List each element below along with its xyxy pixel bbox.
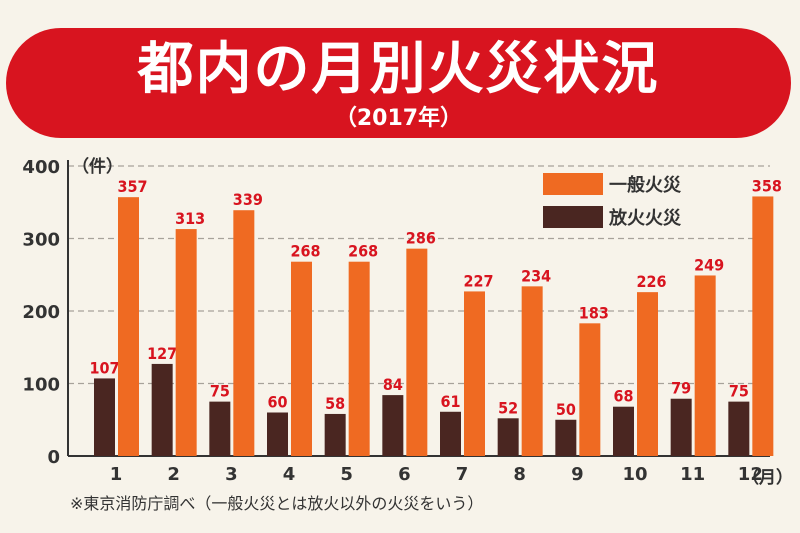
bar-arson (555, 419, 577, 456)
data-label-general: 227 (463, 271, 493, 290)
bar-general (118, 197, 139, 457)
data-label-general: 357 (117, 177, 147, 196)
x-tick-label: 4 (283, 464, 296, 485)
data-label-arson: 52 (498, 398, 518, 417)
data-label-arson: 127 (147, 344, 177, 363)
x-tick-label: 1 (110, 464, 123, 485)
bar-arson (613, 406, 634, 456)
data-label-arson: 75 (210, 382, 230, 401)
chart-subtitle: （2017年） (334, 106, 463, 131)
legend-label-general: 一般火災 (609, 174, 682, 196)
bar-general (464, 291, 485, 456)
bar-general (521, 286, 543, 456)
footnote: ※東京消防庁調べ（一般火災とは放火以外の火災をいう） (70, 494, 484, 513)
y-tick-label: 100 (22, 375, 60, 396)
chart-title: 都内の月別火災状況 (137, 37, 660, 102)
bar-arson (382, 395, 404, 456)
bar-general (348, 261, 370, 456)
bar-arson (324, 413, 346, 456)
data-label-general: 268 (348, 242, 378, 261)
bar-general (291, 261, 312, 456)
data-label-general: 234 (521, 266, 551, 285)
data-label-arson: 84 (383, 375, 403, 394)
y-axis-label: （件） (72, 156, 123, 177)
legend-swatch-general (543, 173, 603, 195)
y-tick-label: 0 (47, 447, 60, 468)
y-tick-label: 400 (22, 157, 60, 178)
data-label-arson: 61 (440, 392, 460, 411)
x-axis-label: （月） (742, 467, 793, 488)
bar-arson (94, 378, 115, 456)
bar-arson (151, 363, 173, 456)
bar-general (175, 229, 197, 456)
data-label-general: 183 (579, 303, 609, 322)
data-label-general: 286 (406, 229, 436, 248)
x-tick-label: 8 (513, 464, 526, 485)
data-label-arson: 79 (671, 379, 691, 398)
title-banner: 都内の月別火災状況 （2017年） (6, 28, 791, 138)
data-label-arson: 50 (556, 400, 576, 419)
data-label-general: 358 (752, 176, 782, 195)
data-label-general: 313 (175, 209, 205, 228)
x-tick-label: 3 (225, 464, 238, 485)
data-label-general: 226 (636, 272, 666, 291)
bar-arson (497, 418, 519, 456)
x-tick-label: 5 (340, 464, 353, 485)
data-label-general: 249 (694, 255, 724, 274)
data-label-arson: 107 (89, 358, 119, 377)
data-label-arson: 58 (325, 394, 345, 413)
data-label-arson: 75 (729, 382, 749, 401)
data-label-arson: 60 (267, 393, 287, 412)
x-tick-label: 12 (738, 464, 763, 485)
bar-arson (267, 412, 288, 456)
bar-general (406, 248, 428, 456)
legend-label-arson: 放火火災 (608, 207, 682, 229)
bar-general (233, 210, 255, 456)
x-tick-label: 6 (398, 464, 411, 485)
data-label-arson: 68 (613, 387, 633, 406)
x-tick-label: 7 (456, 464, 469, 485)
bar-general (694, 275, 716, 456)
data-label-general: 268 (290, 242, 320, 261)
bar-arson (670, 398, 692, 456)
bar-arson (209, 401, 231, 456)
bar-general (579, 323, 601, 456)
x-tick-label: 2 (167, 464, 180, 485)
bar-general (752, 196, 774, 456)
x-tick-label: 11 (680, 464, 705, 485)
legend-swatch-arson (543, 206, 603, 228)
bar-arson (440, 411, 461, 456)
bar-general (637, 292, 658, 456)
y-tick-label: 200 (22, 302, 60, 323)
x-tick-label: 10 (622, 464, 647, 485)
x-tick-label: 9 (571, 464, 584, 485)
y-tick-label: 300 (22, 230, 60, 251)
data-label-general: 339 (233, 190, 263, 209)
bar-arson (728, 401, 750, 456)
